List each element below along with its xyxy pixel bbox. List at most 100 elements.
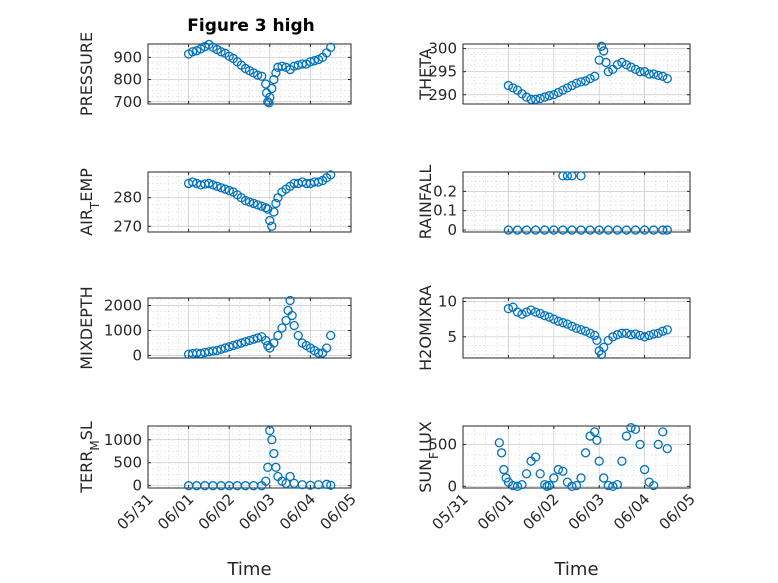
y-axis-label: TERRMSL	[77, 421, 102, 494]
y-axis-label: AIRTEMP	[77, 168, 102, 236]
data-point	[562, 171, 573, 181]
axes-border	[147, 297, 352, 359]
data-point	[612, 60, 623, 70]
data-point	[517, 479, 527, 490]
y-tick-label: 5	[447, 328, 457, 346]
data-point	[630, 64, 641, 75]
data-point	[603, 67, 613, 77]
data-point	[601, 57, 611, 68]
data-point	[626, 62, 636, 72]
data-point	[612, 330, 623, 340]
data-point	[580, 326, 591, 336]
data-point	[309, 56, 320, 66]
data-point	[653, 439, 663, 450]
data-point	[277, 61, 287, 71]
x-tick-label: 06/04	[610, 490, 653, 533]
data-point	[212, 345, 222, 356]
data-point	[530, 307, 541, 317]
data-point	[521, 469, 532, 479]
y-tick-label: 270	[113, 217, 142, 235]
data-point	[644, 69, 654, 79]
y-tick-label: 280	[113, 189, 142, 207]
data-point	[544, 91, 554, 101]
data-point	[549, 473, 559, 483]
data-point	[544, 480, 554, 491]
y-tick-label: 500	[428, 435, 457, 453]
data-point	[267, 435, 277, 445]
data-point	[639, 225, 650, 235]
y-axis-label: SUNFLUX	[416, 421, 441, 493]
data-point	[503, 225, 514, 235]
axes-border	[462, 425, 691, 489]
data-point	[313, 348, 324, 358]
data-point	[630, 329, 641, 339]
data-point	[662, 225, 672, 235]
data-point	[271, 198, 281, 209]
data-point	[521, 92, 532, 102]
data-point	[321, 479, 332, 489]
data-point	[571, 480, 582, 491]
data-point	[313, 177, 324, 187]
data-point	[635, 439, 645, 450]
y-tick-label: 700	[113, 93, 142, 111]
x-tick-label: 06/01	[154, 490, 197, 533]
data-point	[503, 80, 514, 91]
data-point	[540, 225, 550, 235]
data-point	[621, 225, 632, 235]
data-point	[257, 71, 267, 81]
data-point	[499, 464, 509, 475]
axes-border	[462, 43, 691, 105]
data-point	[285, 295, 295, 306]
data-point	[658, 71, 668, 81]
axes-border	[147, 43, 352, 105]
data-point	[592, 335, 602, 346]
x-tick-label: 06/03	[565, 490, 608, 533]
data-point	[204, 178, 214, 189]
data-point	[535, 469, 545, 479]
data-point	[649, 225, 659, 235]
data-point	[567, 171, 577, 181]
data-point	[576, 77, 586, 87]
data-point	[585, 328, 595, 338]
axes-panel-5: 0 1000 2000	[104, 295, 352, 365]
axes-panel-2: 290 295 300	[428, 40, 691, 105]
data-point	[289, 320, 299, 331]
data-point	[271, 462, 281, 472]
data-point	[580, 448, 591, 458]
data-point	[649, 69, 659, 79]
data-point	[658, 326, 668, 336]
data-point	[216, 47, 226, 57]
data-point	[535, 308, 545, 319]
data-point	[526, 305, 536, 315]
data-point	[594, 225, 604, 235]
data-point	[508, 480, 518, 491]
data-point	[612, 479, 623, 490]
data-point	[603, 225, 613, 235]
data-point	[630, 225, 641, 235]
data-point	[558, 225, 568, 235]
axes-panel-4: 00.1 0.2	[433, 171, 691, 239]
y-axis-label: H2OMIXRA	[416, 285, 435, 371]
y-tick-label: 1000	[104, 322, 142, 340]
data-point	[530, 225, 541, 235]
figure-title: Figure 3 high	[187, 16, 315, 36]
data-point	[530, 452, 541, 462]
x-tick-label: 06/05	[656, 490, 699, 533]
data-point	[535, 93, 545, 104]
data-point	[265, 425, 275, 436]
data-point	[594, 456, 604, 466]
data-point	[321, 343, 332, 353]
data-point	[252, 200, 263, 210]
data-point	[567, 225, 577, 235]
data-point	[592, 435, 602, 445]
axes-panel-8: 0 500 05/31 06/01 06/02 06/03 06/04 06/05 Time	[428, 423, 699, 580]
data-point	[512, 307, 523, 317]
data-point	[326, 480, 336, 490]
data-point	[240, 195, 251, 206]
y-tick-label: 800	[113, 71, 142, 89]
data-point	[599, 342, 609, 353]
data-point	[232, 339, 242, 349]
data-point	[590, 71, 600, 81]
data-point	[639, 332, 650, 342]
data-point	[608, 332, 618, 342]
